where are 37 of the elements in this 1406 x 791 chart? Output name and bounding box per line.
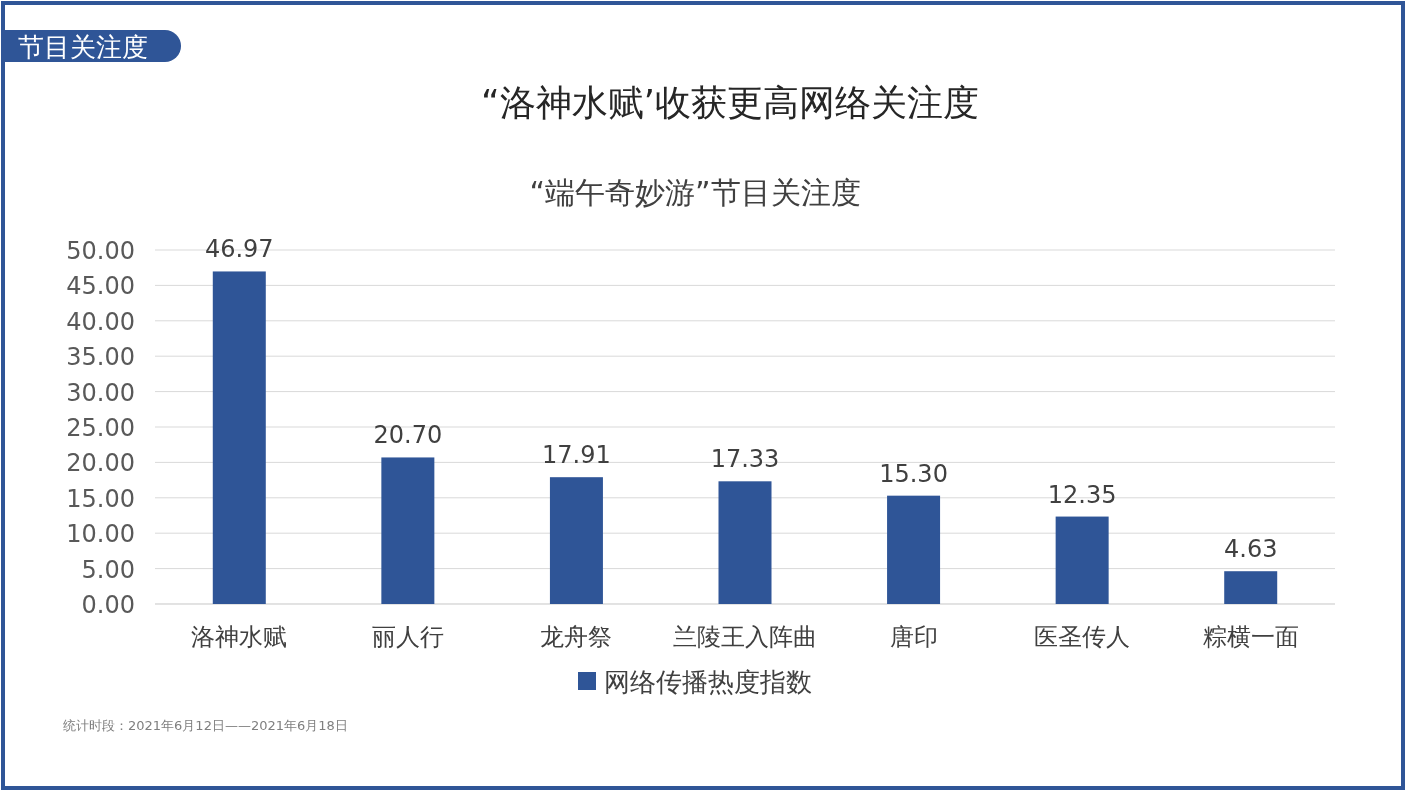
text: 17.91 xyxy=(542,441,611,470)
chart-subtitle: “端午奇妙游”节目关注度 xyxy=(529,175,861,210)
bar xyxy=(1055,516,1109,604)
y-tick-label: 5.00 xyxy=(81,555,135,584)
text: 统计时段：2021年6月12日——2021年6月18日 xyxy=(63,718,348,733)
x-tick-label: 粽横一面 xyxy=(1202,623,1299,651)
bar xyxy=(212,271,266,604)
y-tick-label: 20.00 xyxy=(66,449,135,478)
y-tick-label: 25.00 xyxy=(66,414,135,442)
y-tick-label: 0.00 xyxy=(81,591,135,619)
x-tick-label: 唐印 xyxy=(889,623,938,651)
x-tick-label: 兰陵王入阵曲 xyxy=(673,623,817,651)
x-tick-label: 丽人行 xyxy=(371,623,444,651)
y-tick-label: 10.00 xyxy=(66,520,135,549)
bar xyxy=(1224,571,1278,604)
text: 46.97 xyxy=(204,235,274,264)
bar xyxy=(381,457,435,604)
y-tick-label: 50.00 xyxy=(66,237,135,265)
text: 4.63 xyxy=(1224,535,1278,564)
bar xyxy=(549,477,603,604)
text: 12.35 xyxy=(1047,480,1117,509)
y-tick-label: 30.00 xyxy=(66,378,135,407)
text: 节目关注度 xyxy=(18,32,148,62)
bar xyxy=(718,481,772,604)
y-tick-label: 35.00 xyxy=(66,343,135,372)
y-tick-label: 45.00 xyxy=(66,272,135,301)
y-tick-label: 40.00 xyxy=(66,307,135,336)
y-tick-label: 15.00 xyxy=(66,484,135,513)
chart-title: “洛神水赋’收获更高网络关注度 xyxy=(480,82,980,123)
text: 17.33 xyxy=(710,445,780,474)
x-tick-label: 龙舟祭 xyxy=(540,623,613,651)
text: 15.30 xyxy=(879,459,948,488)
x-tick-label: 洛神水赋 xyxy=(191,623,288,651)
legend-label: 网络传播热度指数 xyxy=(604,667,812,697)
x-tick-label: 医圣传人 xyxy=(1034,623,1131,651)
text: 20.70 xyxy=(373,421,443,450)
bar xyxy=(887,495,941,604)
